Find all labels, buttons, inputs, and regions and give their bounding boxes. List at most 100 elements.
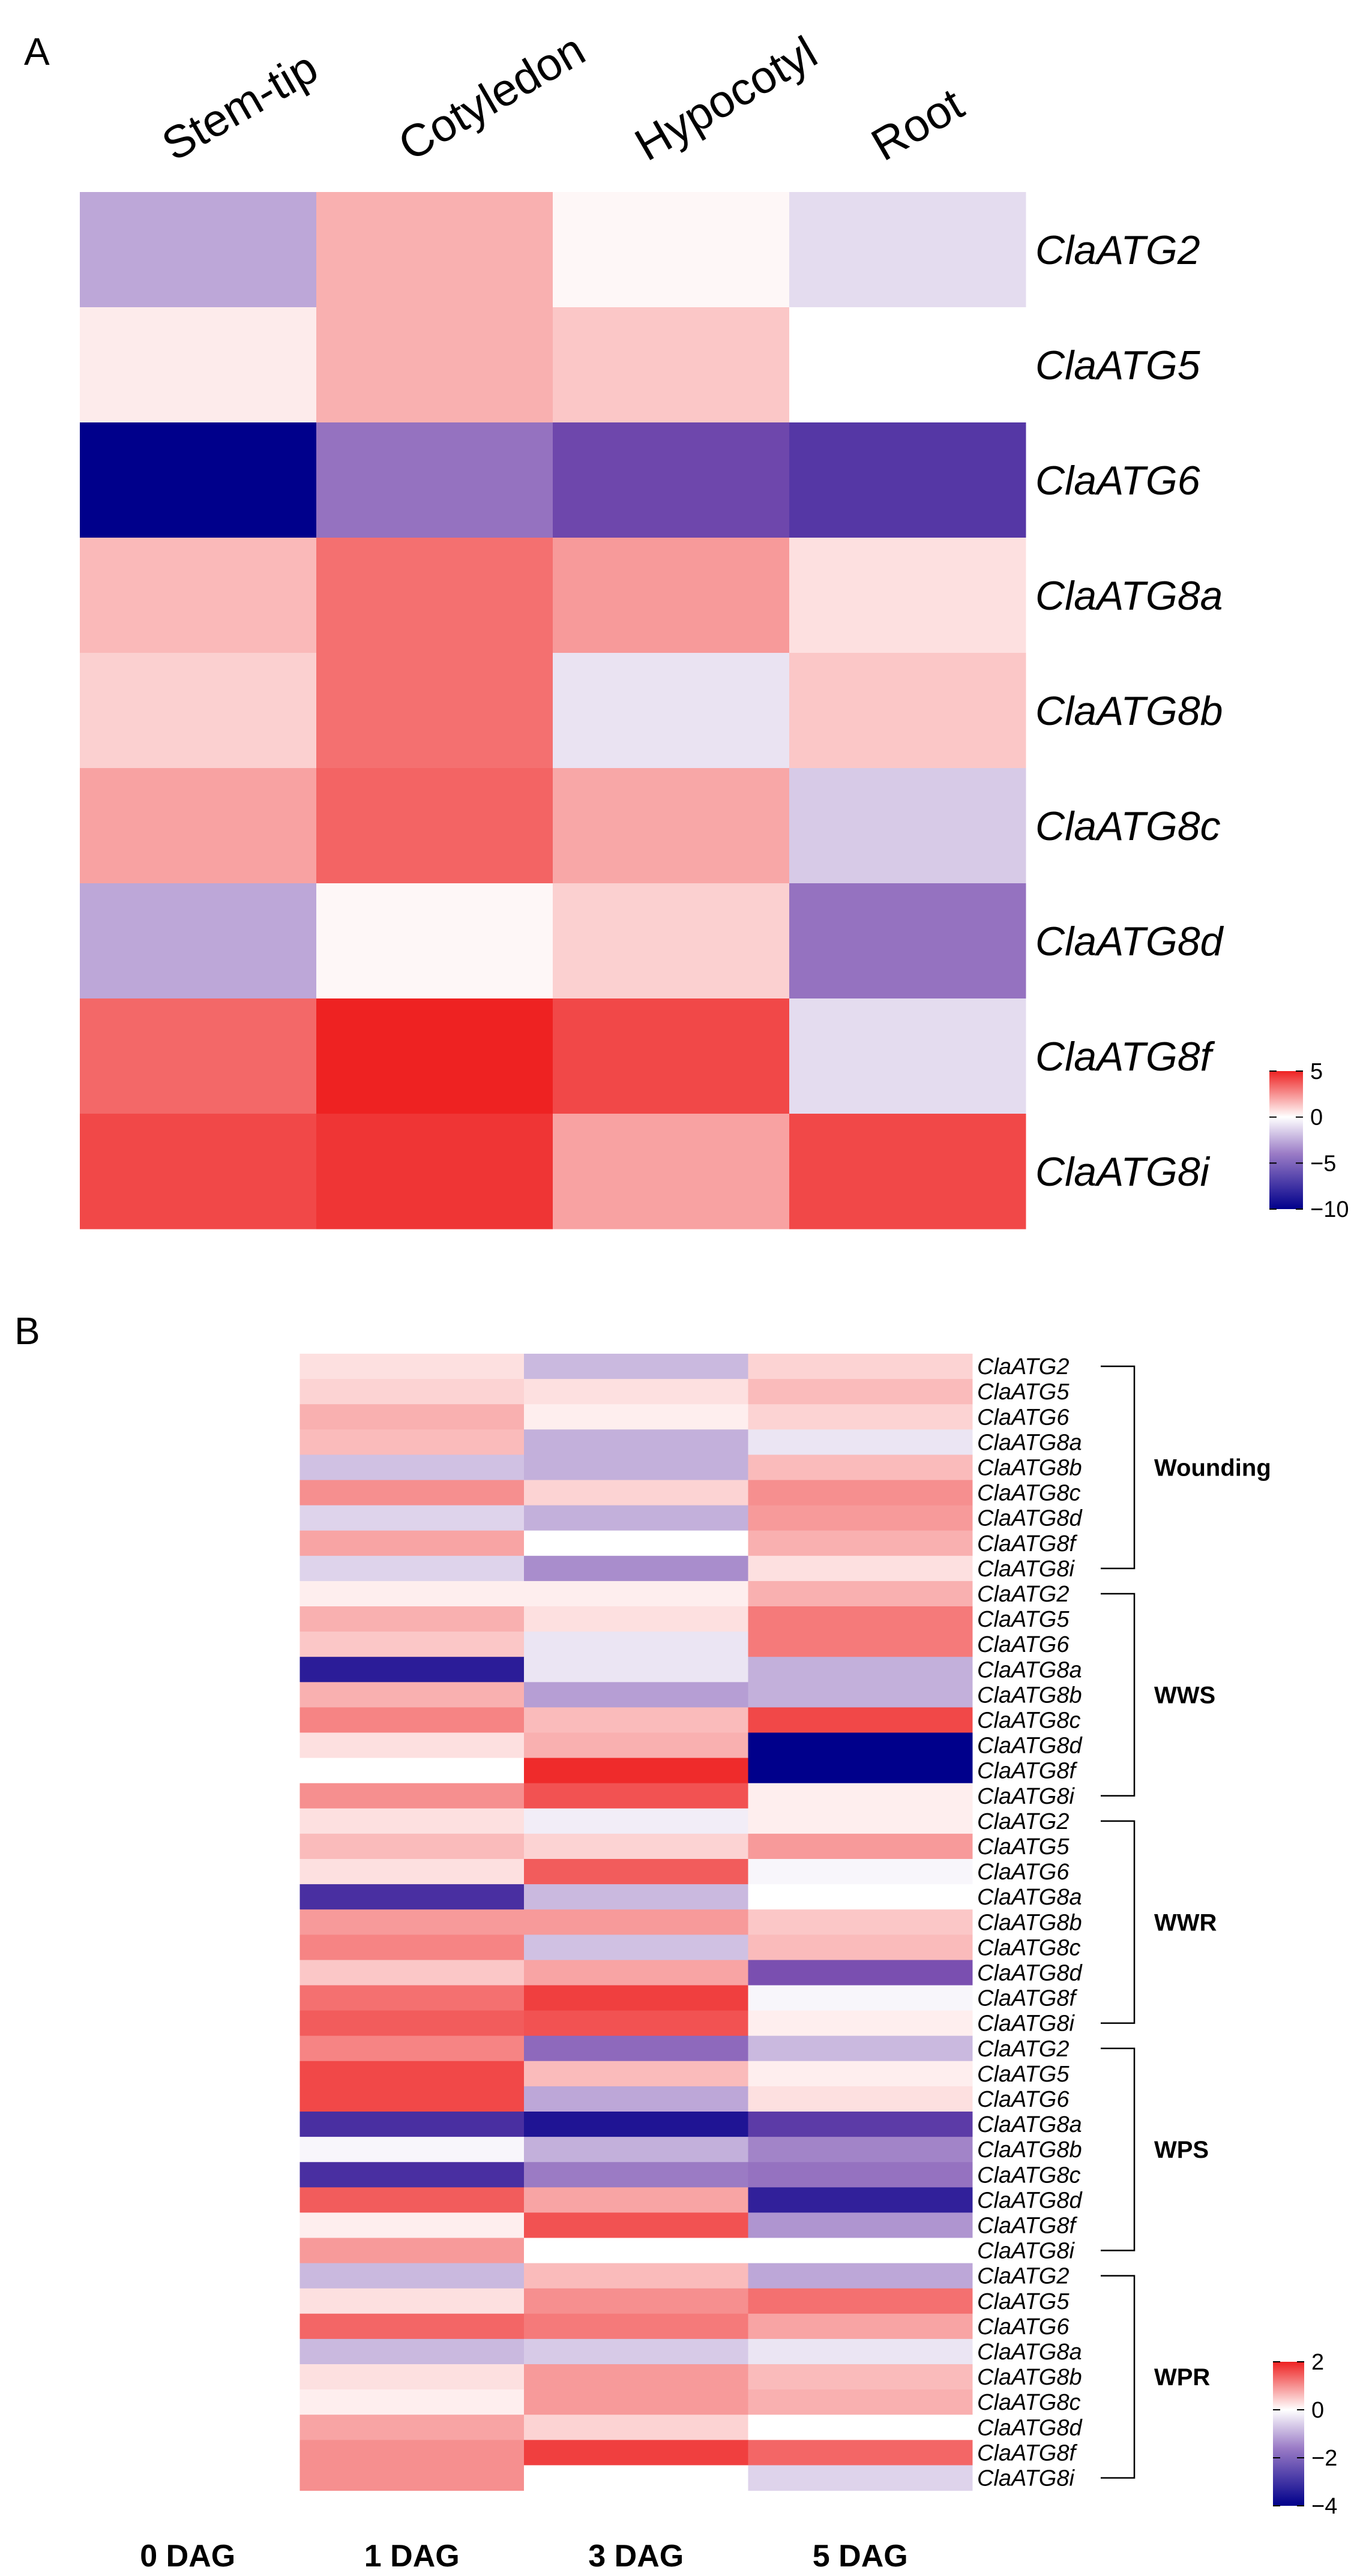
panel-b-row-label: ClaATG5 [977,1834,1070,1860]
panel-b-cell [299,2187,525,2213]
panel-b-cell [76,2061,300,2087]
panel-b-cell [748,1530,973,1557]
panel-b-cell [748,2162,973,2188]
panel-b-cell [748,1884,973,1910]
panel-b-cell [524,1909,748,1935]
panel-b-column-label: 0 DAG [140,2539,235,2574]
panel-b-cell [76,2162,300,2188]
panel-b-cell [524,2364,748,2390]
panel-b-cell [299,2162,525,2188]
panel-b-cell [524,2263,748,2289]
panel-b-cell [299,1404,525,1430]
panel-b-row-label: ClaATG5 [977,1380,1070,1405]
panel-b-row-label: ClaATG8a [977,1657,1082,1683]
panel-a-cell [553,538,790,653]
panel-letter-a: A [24,30,50,73]
panel-b-cell [524,1884,748,1910]
panel-b-group-label: WPS [1154,2137,1209,2163]
panel-b-row-label: ClaATG6 [977,1860,1070,1885]
panel-b-cell [748,2338,973,2365]
panel-b-group-label: Wounding [1154,1455,1271,1481]
panel-b-cell [524,1859,748,1885]
panel-b-row-label: ClaATG8c [977,1935,1080,1960]
panel-b-row-label: ClaATG8i [977,2011,1075,2037]
panel-b-cell [524,2162,748,2188]
panel-b-row-label: ClaATG5 [977,2062,1070,2087]
panel-b-legend-tick-label: −4 [1311,2494,1337,2519]
panel-b-row-labels: ClaATG2ClaATG5ClaATG6ClaATG8aClaATG8bCla… [977,1354,1083,2491]
panel-a-cell [316,538,553,653]
panel-b-cell [76,1530,300,1557]
panel-b-cell [299,1480,525,1506]
panel-b-cell [299,1783,525,1809]
panel-a-cell [789,307,1026,423]
panel-a-row-label: ClaATG2 [1035,227,1200,273]
panel-a-cell [789,422,1026,538]
panel-a-heatmap [80,192,1026,1229]
panel-b-row-label: ClaATG8i [977,2466,1075,2491]
panel-a-cell [553,192,790,308]
panel-b-row-label: ClaATG8i [977,1784,1075,1809]
panel-b-row-label: ClaATG8f [977,1531,1077,1557]
panel-a-cell [80,768,317,884]
panel-b-row-label: ClaATG6 [977,1405,1070,1430]
panel-b-cell [524,1555,748,1582]
panel-b-legend-tick-label: 0 [1311,2398,1324,2423]
panel-a-cell [553,653,790,769]
panel-b-row-label: ClaATG8b [977,1910,1082,1935]
panel-b-cell [748,1429,973,1455]
panel-b-cell [299,1632,525,1657]
panel-b-row-label: ClaATG8i [977,2239,1075,2264]
panel-b-row-label: ClaATG8a [977,1430,1082,1455]
panel-b-cell [299,2263,525,2289]
panel-b-cell [76,1707,300,1733]
panel-a-cell [553,422,790,538]
panel-b-group-label: WPR [1154,2364,1210,2391]
panel-a-legend-tick-label: −10 [1310,1197,1349,1222]
panel-b-row-label: ClaATG8i [977,1557,1075,1582]
panel-b-cell [748,1808,973,1834]
panel-a-cell [789,653,1026,769]
panel-b-cell [748,1505,973,1531]
panel-a-row-label: ClaATG8i [1035,1149,1211,1195]
panel-b-cell [299,1833,525,1860]
panel-b-group-label: WWS [1154,1682,1215,1708]
panel-b-cell [76,2415,300,2440]
panel-a-cell [316,883,553,999]
panel-b-cell [524,2465,748,2491]
panel-b-cell [299,2137,525,2163]
panel-b-cell [748,1480,973,1506]
panel-b-cell [748,1379,973,1405]
panel-b-row-label: ClaATG8a [977,1885,1082,1910]
panel-b-cell [299,2389,525,2415]
panel-b-group-bracket [1101,1593,1136,1797]
panel-b-cell [76,1429,300,1455]
panel-b-cell [299,1379,525,1405]
panel-b-cell [299,1581,525,1607]
panel-a-cell [80,1114,317,1229]
panel-b-cell [748,2440,973,2466]
panel-b-cell [748,1909,973,1935]
panel-b-cell [524,1480,748,1506]
panel-b-cell [299,1808,525,1834]
panel-b-cell [76,2086,300,2112]
panel-b-cell [524,2389,748,2415]
panel-b-row-label: ClaATG8b [977,2365,1082,2390]
panel-b-cell [299,1985,525,2011]
panel-b-cell [524,2440,748,2466]
panel-b-cell [748,2187,973,2213]
panel-b-row-label: ClaATG8c [977,2163,1080,2188]
panel-a-legend-tick-label: −5 [1310,1151,1336,1176]
panel-b-cell [524,2061,748,2087]
panel-b-cell [76,2288,300,2314]
panel-b-legend: 2 0 −2 −4 [1273,2350,1337,2519]
panel-b-row-label: ClaATG6 [977,2087,1070,2112]
panel-a-column-labels: Stem-tip Cotyledon Hypocotyl Root [154,24,972,171]
panel-b-cell [748,1833,973,1860]
panel-b-cell [524,1429,748,1455]
panel-a-legend-colorbar [1269,1071,1303,1209]
panel-b-row-label: ClaATG8b [977,2137,1082,2163]
panel-a-column-label: Hypocotyl [627,26,825,170]
panel-b-cell [76,1455,300,1480]
